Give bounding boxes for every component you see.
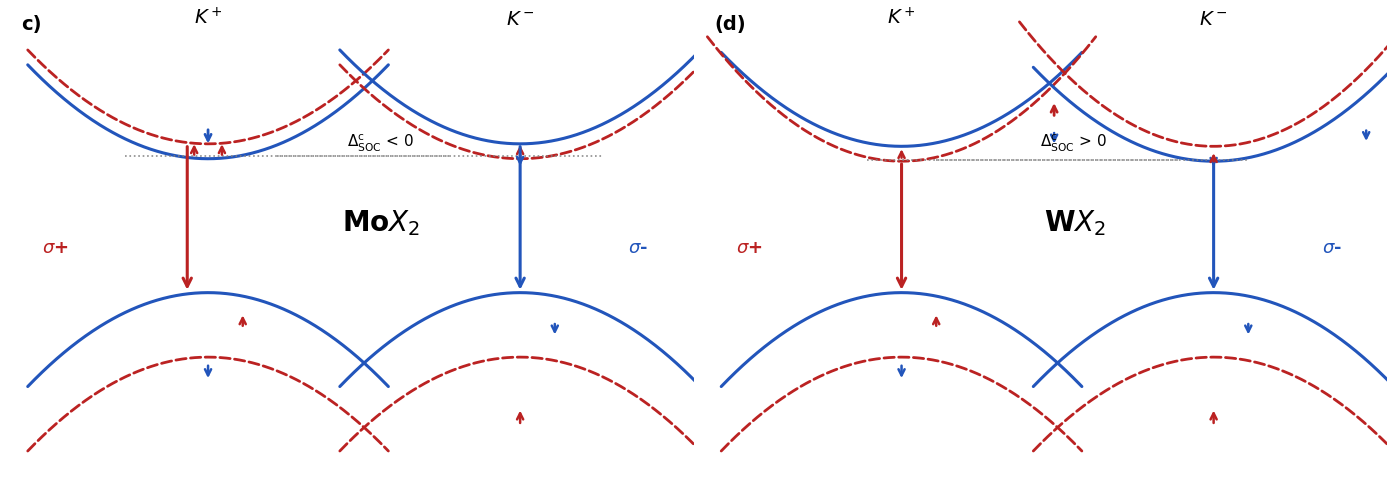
Text: $\Delta_{\rm SOC}^{\rm c}$ > 0: $\Delta_{\rm SOC}^{\rm c}$ > 0 <box>1040 133 1107 154</box>
Text: $\sigma$-: $\sigma$- <box>1322 239 1341 257</box>
Text: $K^-$: $K^-$ <box>506 10 534 29</box>
Text: $K^-$: $K^-$ <box>1200 10 1227 29</box>
Text: $K^+$: $K^+$ <box>194 7 222 29</box>
Text: $\Delta_{\rm SOC}^{\rm c}$ < 0: $\Delta_{\rm SOC}^{\rm c}$ < 0 <box>347 133 413 154</box>
Text: Mo$X_2$: Mo$X_2$ <box>343 208 420 238</box>
Text: $K^+$: $K^+$ <box>888 7 915 29</box>
Text: $\sigma$-: $\sigma$- <box>628 239 648 257</box>
Text: $\sigma$+: $\sigma$+ <box>42 239 69 257</box>
Text: W$X_2$: W$X_2$ <box>1044 208 1105 238</box>
Text: (d): (d) <box>714 15 746 34</box>
Text: c): c) <box>21 15 42 34</box>
Text: $\sigma$+: $\sigma$+ <box>735 239 763 257</box>
